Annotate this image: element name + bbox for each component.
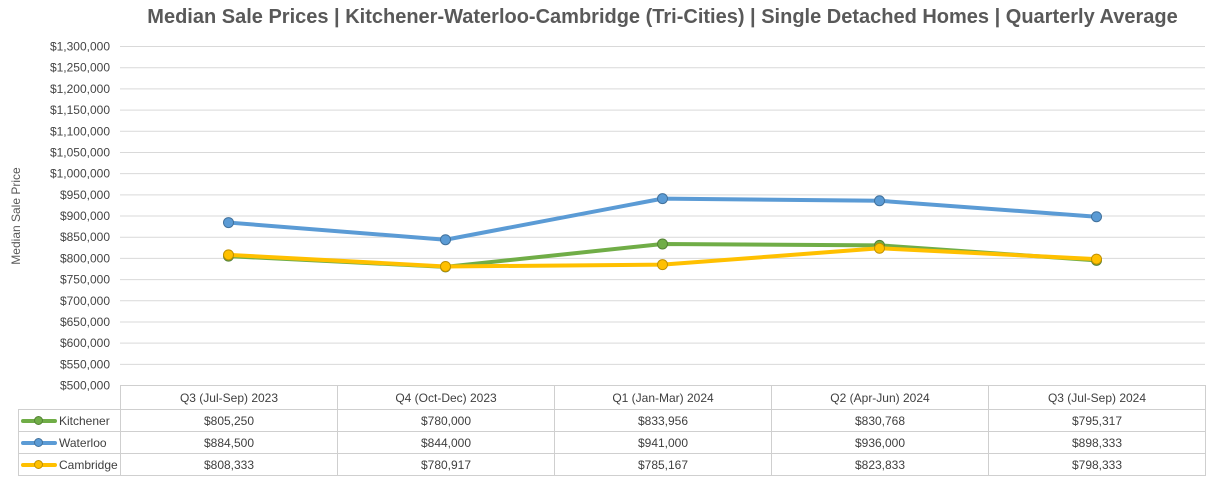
kitchener-value-q1-2024: $833,956 [554,409,772,432]
y-tick-label: $1,000,000 [50,167,110,181]
kitchener-value-q3-2024: $795,317 [988,409,1206,432]
cambridge-value-q2-2024: $823,833 [771,453,989,476]
cambridge-data-point [440,260,451,272]
cambridge-value-q4-2023: $780,917 [337,453,555,476]
col-header-q2-2024: Q2 (Apr-Jun) 2024 [771,385,989,410]
waterloo-data-point [1091,211,1102,223]
col-header-q3-2024: Q3 (Jul-Sep) 2024 [988,385,1206,410]
col-header-q3-2023: Q3 (Jul-Sep) 2023 [120,385,338,410]
waterloo-data-point [223,217,234,229]
col-header-q1-2024: Q1 (Jan-Mar) 2024 [554,385,772,410]
y-tick-label: $600,000 [60,336,110,350]
y-tick-label: $650,000 [60,315,110,329]
chart-data-table: Q3 (Jul-Sep) 2023 Q4 (Oct-Dec) 2023 Q1 (… [18,385,1206,476]
waterloo-value-q1-2024: $941,000 [554,431,772,454]
table-row-waterloo: Waterloo $884,500 $844,000 $941,000 $936… [18,431,1206,454]
y-axis-title: Median Sale Price [9,167,23,265]
y-tick-label: $1,250,000 [50,61,110,75]
y-tick-label: $1,050,000 [50,145,110,159]
waterloo-row-label: Waterloo [18,431,121,454]
waterloo-data-point [440,234,451,246]
waterloo-series-label: Waterloo [59,435,107,450]
y-tick-label: $1,200,000 [50,82,110,96]
cambridge-series-label: Cambridge [59,457,118,472]
waterloo-series-line [226,196,1099,242]
waterloo-legend-key-icon [21,438,57,448]
kitchener-legend-key-icon [21,416,57,426]
cambridge-legend-key-icon [21,460,57,470]
col-header-q4-2023: Q4 (Oct-Dec) 2023 [337,385,555,410]
y-tick-label: $700,000 [60,294,110,308]
chart-title: Median Sale Prices | Kitchener-Waterloo-… [147,6,1178,28]
y-tick-label: $500,000 [60,379,110,393]
y-tick-label: $800,000 [60,251,110,265]
cambridge-data-point [1091,253,1102,265]
cambridge-value-q1-2024: $785,167 [554,453,772,476]
kitchener-row-label: Kitchener [18,409,121,432]
y-tick-label: $1,100,000 [50,124,110,138]
y-tick-label: $1,300,000 [50,40,110,54]
kitchener-value-q4-2023: $780,000 [337,409,555,432]
waterloo-value-q3-2024: $898,333 [988,431,1206,454]
cambridge-value-q3-2023: $808,333 [120,453,338,476]
kitchener-value-q2-2024: $830,768 [771,409,989,432]
cambridge-value-q3-2024: $798,333 [988,453,1206,476]
cambridge-row-label: Cambridge [18,453,121,476]
cambridge-data-point [657,259,668,271]
table-row-cambridge: Cambridge $808,333 $780,917 $785,167 $82… [18,453,1206,476]
table-header-row: Q3 (Jul-Sep) 2023 Q4 (Oct-Dec) 2023 Q1 (… [19,385,1206,410]
cambridge-data-point [223,249,234,261]
waterloo-value-q4-2023: $844,000 [337,431,555,454]
y-tick-label: $550,000 [60,357,110,371]
y-tick-label: $750,000 [60,273,110,287]
y-tick-label: $850,000 [60,230,110,244]
waterloo-data-point [657,193,668,205]
y-tick-label: $1,150,000 [50,103,110,117]
waterloo-data-point [874,195,885,207]
kitchener-value-q3-2023: $805,250 [120,409,338,432]
waterloo-value-q2-2024: $936,000 [771,431,989,454]
waterloo-value-q3-2023: $884,500 [120,431,338,454]
table-row-kitchener: Kitchener $805,250 $780,000 $833,956 $83… [18,409,1206,432]
kitchener-data-point [657,238,668,250]
y-tick-label: $900,000 [60,209,110,223]
table-corner-cell [19,386,121,410]
kitchener-series-label: Kitchener [59,413,110,428]
cambridge-data-point [874,242,885,254]
y-tick-label: $950,000 [60,188,110,202]
